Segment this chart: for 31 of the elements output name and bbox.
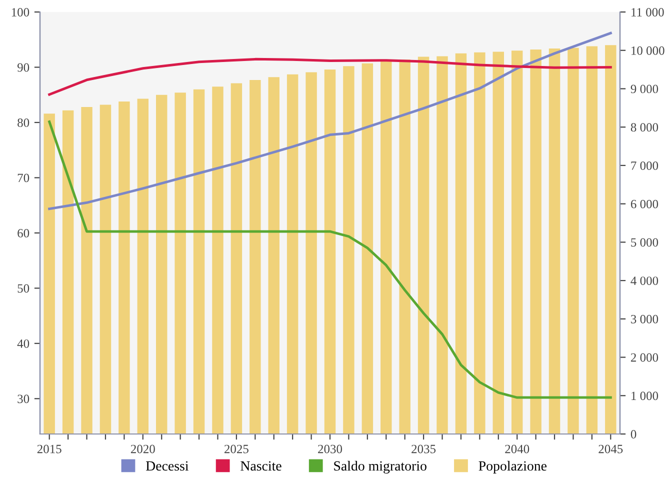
y2-tick-label: 6 000 bbox=[630, 200, 658, 208]
x-tick-label: 2045 bbox=[598, 444, 623, 454]
y2-tick-label: 11 000 bbox=[632, 8, 664, 16]
y2-tick-label: 9 000 bbox=[630, 84, 658, 94]
y2-tick-label: 1 000 bbox=[632, 392, 658, 400]
x-tick-label: 2030 bbox=[318, 444, 342, 454]
x-tick-label: 2035 bbox=[412, 444, 436, 454]
x-tick-label: 2025 bbox=[224, 444, 248, 454]
y2-tick-label: 4 000 bbox=[630, 276, 658, 286]
y2-tick-label: 10 000 bbox=[632, 46, 664, 55]
x-tick-label: 2015 bbox=[37, 444, 62, 454]
y2-tick-label: 3 000 bbox=[631, 314, 658, 324]
legend-label: Popolazione bbox=[478, 460, 547, 474]
y-tick-label: 60 bbox=[18, 228, 30, 238]
legend-label: Nascite bbox=[240, 461, 282, 471]
y2-tick-label: 5 000 bbox=[631, 238, 658, 247]
y-tick-label: 90 bbox=[17, 63, 30, 72]
y-tick-label: 70 bbox=[18, 174, 30, 182]
x-tick-label: 2020 bbox=[130, 444, 155, 454]
y-tick-label: 80 bbox=[18, 118, 30, 127]
y2-tick-label: 8 000 bbox=[630, 123, 658, 132]
legend-label: Saldo migratorio bbox=[334, 460, 426, 474]
y-tick-label: 100 bbox=[12, 8, 30, 16]
y-tick-label: 30 bbox=[18, 394, 30, 404]
x-tick-label: 2040 bbox=[505, 444, 530, 454]
y2-tick-label: 2 000 bbox=[630, 353, 658, 362]
y2-tick-label: 0 bbox=[630, 430, 636, 438]
y2-tick-label: 7 000 bbox=[631, 161, 658, 170]
y-tick-label: 50 bbox=[18, 284, 30, 293]
legend-label: Decessi bbox=[146, 461, 189, 471]
y-tick-label: 40 bbox=[17, 339, 30, 348]
